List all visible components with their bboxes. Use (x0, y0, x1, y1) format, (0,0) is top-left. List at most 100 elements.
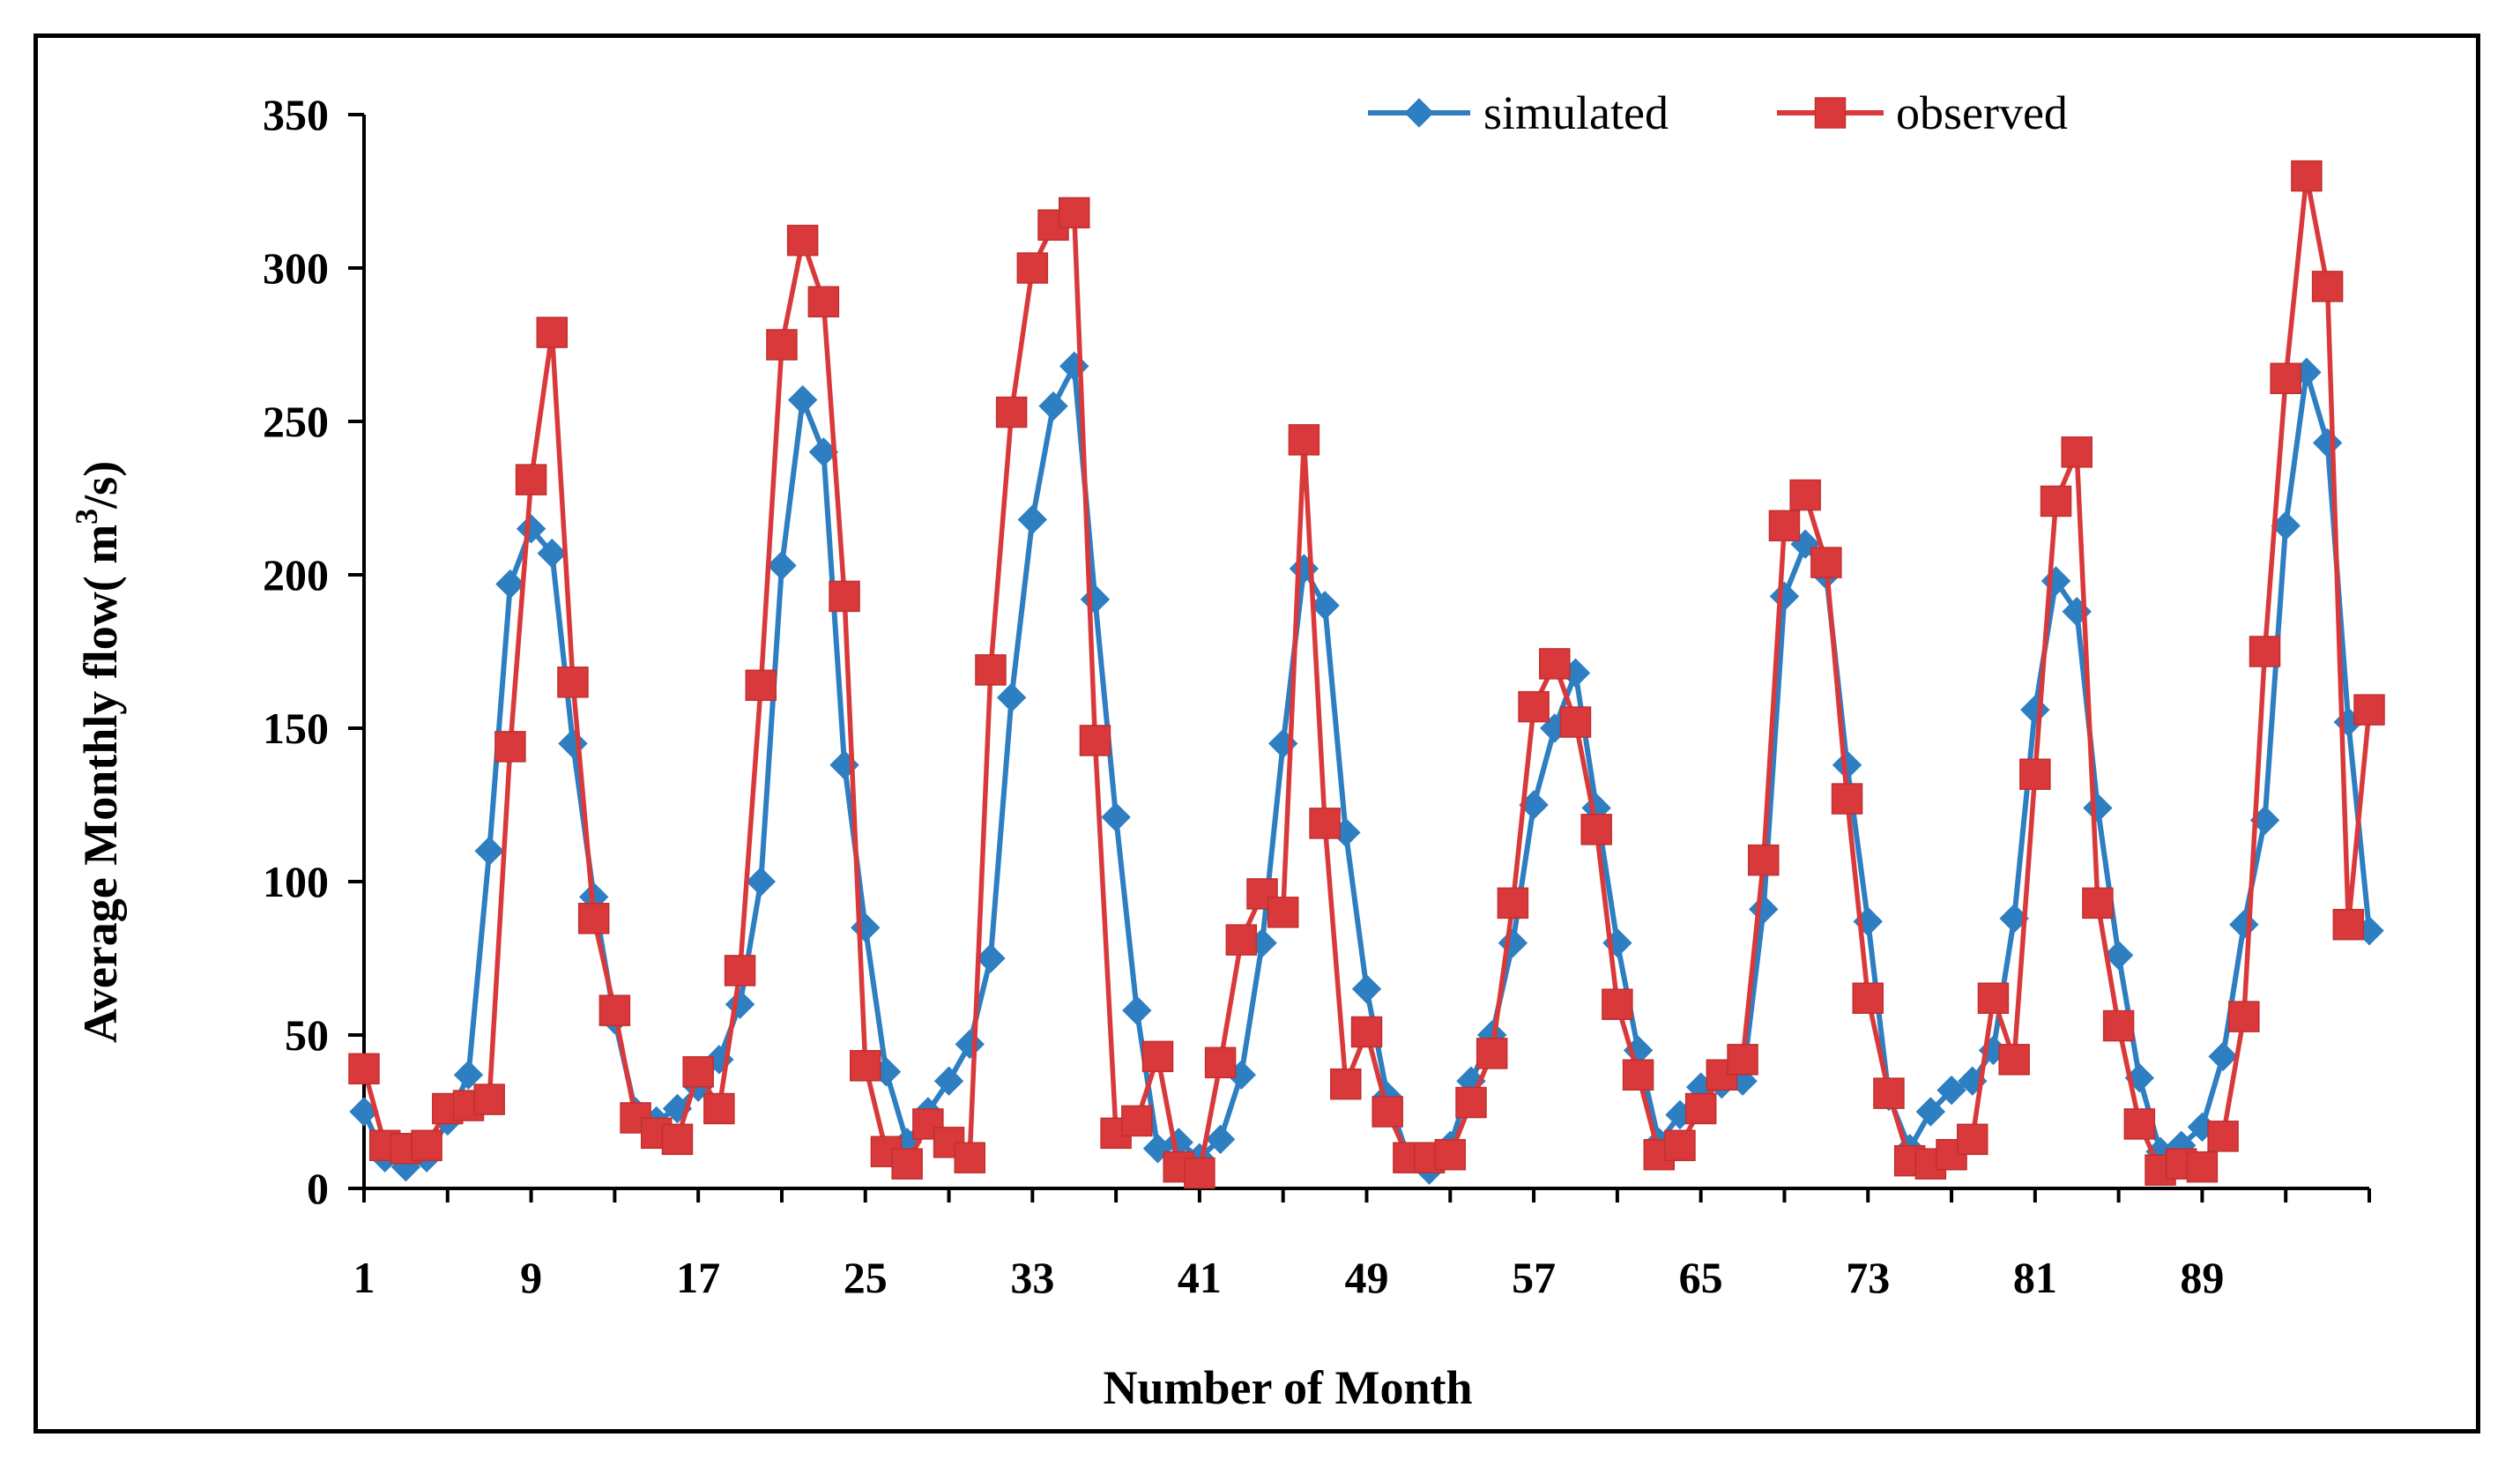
point-observed (1518, 690, 1550, 723)
x-tick-label: 89 (2180, 1253, 2224, 1302)
point-simulated (1038, 391, 1068, 421)
point-simulated (2312, 428, 2343, 458)
x-tick-label: 25 (844, 1253, 888, 1302)
point-observed (2228, 1001, 2260, 1032)
point-simulated (933, 1066, 964, 1096)
point-simulated (767, 550, 797, 581)
point-observed (536, 316, 569, 348)
point-observed (1372, 1096, 1403, 1128)
x-tick-label: 33 (1010, 1253, 1054, 1302)
y-tick-label: 50 (285, 1010, 329, 1060)
point-observed (1184, 1157, 1215, 1189)
point-observed (891, 1148, 923, 1180)
point-observed (1977, 982, 2010, 1014)
point-observed (1497, 887, 1529, 920)
point-simulated (1769, 581, 1800, 612)
point-observed (703, 1092, 735, 1125)
point-observed (1455, 1086, 1487, 1119)
point-observed (995, 396, 1028, 428)
point-simulated (2103, 940, 2134, 971)
legend-marker-observed (1814, 97, 1847, 129)
point-observed (1998, 1044, 2030, 1076)
y-tick-label: 0 (307, 1164, 329, 1213)
point-simulated (2229, 910, 2259, 940)
point-simulated (1915, 1097, 1946, 1127)
x-tick-label: 57 (1512, 1253, 1556, 1302)
point-observed (1079, 725, 1111, 756)
point-simulated (1017, 504, 1048, 535)
point-observed (1058, 197, 1090, 229)
point-simulated (474, 836, 504, 866)
point-observed (2332, 908, 2365, 941)
point-observed (954, 1142, 985, 1173)
point-observed (975, 654, 1007, 686)
y-axis-title-prefix: Average Monthly flow( m (74, 525, 127, 1043)
x-axis-title: Number of Month (1103, 1361, 1472, 1414)
point-observed (2040, 485, 2072, 518)
point-observed (598, 994, 631, 1026)
point-observed (2291, 160, 2323, 192)
point-simulated (955, 1029, 985, 1060)
point-observed (1768, 510, 1801, 542)
point-simulated (516, 514, 546, 544)
point-observed (1852, 982, 1884, 1014)
point-observed (2102, 1009, 2135, 1042)
legend-marker-simulated (1404, 98, 1434, 128)
point-simulated (1101, 802, 1131, 832)
point-observed (1580, 814, 1612, 845)
point-simulated (746, 867, 776, 897)
point-observed (577, 903, 610, 935)
point-observed (682, 1056, 714, 1088)
legend-label-simulated: simulated (1483, 86, 1669, 139)
figure-frame (33, 34, 2480, 1433)
point-observed (2311, 271, 2344, 302)
point-observed (1434, 1138, 1467, 1171)
point-simulated (2208, 1041, 2238, 1072)
point-simulated (1205, 1124, 1236, 1155)
point-observed (411, 1129, 442, 1162)
point-observed (1204, 1046, 1237, 1079)
x-tick-label: 81 (2013, 1253, 2057, 1302)
point-observed (473, 1083, 505, 1115)
point-observed (494, 731, 526, 763)
point-observed (515, 464, 547, 495)
y-tick-label: 100 (263, 857, 329, 906)
point-observed (745, 669, 777, 702)
point-observed (2061, 436, 2093, 468)
point-simulated (976, 943, 1006, 973)
point-observed (2082, 887, 2114, 920)
point-simulated (2020, 695, 2050, 725)
point-observed (1330, 1068, 1362, 1100)
point-observed (2353, 694, 2385, 726)
series-layer (348, 160, 2385, 1189)
point-observed (1539, 648, 1571, 680)
legend-item-simulated: simulated (1368, 86, 1669, 139)
point-observed (1267, 897, 1299, 928)
point-observed (661, 1123, 694, 1156)
point-observed (1350, 1016, 1383, 1048)
point-observed (557, 666, 589, 698)
x-tick-label: 41 (1178, 1253, 1222, 1302)
point-observed (2123, 1108, 2156, 1140)
y-tick-label: 350 (263, 90, 329, 139)
point-observed (1622, 1059, 1654, 1091)
point-observed (1602, 988, 1633, 1020)
point-observed (348, 1053, 380, 1085)
point-observed (1831, 783, 1863, 815)
point-observed (1476, 1038, 1508, 1069)
legend-item-observed: observed (1777, 86, 2068, 139)
point-simulated (851, 912, 881, 942)
point-observed (2019, 758, 2051, 790)
x-tick-label: 17 (676, 1253, 720, 1302)
point-observed (2249, 636, 2281, 667)
point-simulated (1310, 591, 1340, 621)
point-simulated (996, 682, 1027, 712)
point-observed (786, 224, 819, 257)
point-observed (1789, 479, 1821, 511)
point-observed (1225, 924, 1258, 956)
point-observed (1748, 844, 1780, 876)
point-simulated (1059, 351, 1089, 382)
y-axis-title-suffix: /s) (74, 461, 127, 510)
x-tick-label: 49 (1345, 1253, 1389, 1302)
